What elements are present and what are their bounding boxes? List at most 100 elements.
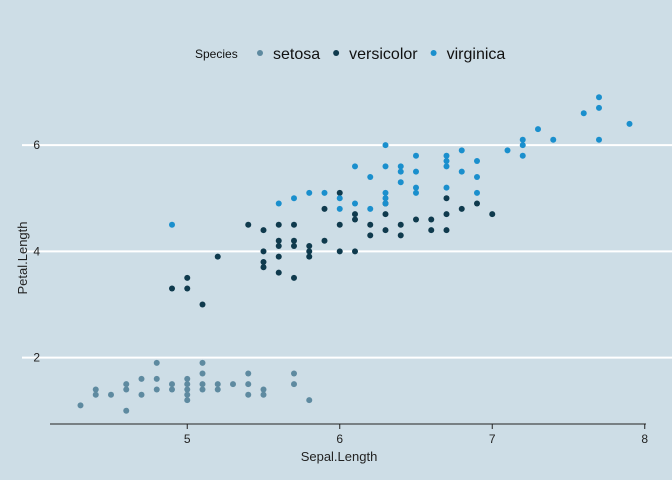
point-setosa (138, 375, 145, 382)
point-setosa (184, 397, 191, 404)
x-tick-label: 8 (641, 432, 648, 446)
point-virginica (367, 205, 374, 212)
point-versicolor (275, 269, 282, 276)
y-axis-title: Petal.Length (15, 221, 30, 294)
point-virginica (397, 163, 404, 170)
point-setosa (92, 391, 99, 398)
point-virginica (535, 126, 541, 133)
point-setosa (306, 397, 313, 404)
point-versicolor (489, 211, 496, 218)
point-setosa (199, 359, 206, 366)
point-versicolor (413, 216, 419, 223)
point-versicolor (214, 253, 221, 260)
point-virginica (596, 104, 602, 111)
point-setosa (245, 381, 252, 388)
point-versicolor (306, 243, 313, 250)
point-virginica (474, 189, 480, 196)
point-versicolor (352, 248, 358, 255)
point-versicolor (245, 221, 252, 228)
point-versicolor (382, 211, 389, 218)
point-versicolor (260, 227, 267, 234)
y-tick-label: 6 (33, 138, 40, 152)
point-versicolor (397, 221, 404, 228)
point-setosa (108, 391, 114, 398)
point-versicolor (321, 237, 328, 244)
legend-label-versicolor: versicolor (349, 46, 418, 63)
point-virginica (321, 189, 328, 196)
point-virginica (443, 158, 450, 165)
point-virginica (367, 173, 374, 180)
point-versicolor (336, 189, 343, 196)
legend-key-versicolor (333, 50, 340, 56)
point-virginica (397, 179, 404, 186)
point-versicolor (260, 264, 267, 271)
point-versicolor (458, 205, 465, 212)
point-versicolor (306, 248, 313, 255)
point-versicolor (367, 232, 374, 239)
point-virginica (306, 189, 313, 196)
point-virginica (169, 221, 175, 228)
point-setosa (169, 381, 175, 388)
point-virginica (596, 94, 602, 101)
point-versicolor (428, 227, 435, 234)
point-setosa (92, 386, 99, 393)
point-setosa (291, 381, 297, 388)
point-versicolor (336, 221, 343, 228)
point-versicolor (169, 285, 175, 292)
point-setosa (184, 375, 191, 382)
point-versicolor (352, 216, 358, 223)
point-versicolor (260, 258, 267, 265)
y-tick-label: 4 (33, 244, 40, 258)
point-setosa (260, 386, 267, 393)
point-virginica (458, 147, 465, 154)
point-setosa (199, 370, 206, 377)
point-virginica (336, 205, 343, 212)
point-versicolor (291, 237, 297, 244)
legend: Species setosa versicolor virginica (195, 46, 505, 63)
point-setosa (184, 391, 191, 398)
x-tick-label: 6 (336, 432, 343, 446)
point-versicolor (443, 227, 450, 234)
point-setosa (123, 407, 130, 414)
point-versicolor (184, 285, 191, 292)
point-virginica (519, 136, 526, 143)
point-virginica (458, 168, 465, 175)
point-virginica (275, 200, 282, 207)
point-virginica (397, 168, 404, 175)
point-virginica (382, 163, 389, 170)
point-versicolor (184, 274, 191, 281)
point-versicolor (291, 274, 297, 281)
point-virginica (580, 110, 587, 117)
point-versicolor (275, 243, 282, 250)
point-versicolor (397, 232, 404, 239)
point-virginica (626, 120, 633, 127)
point-virginica (474, 158, 480, 165)
legend-key-virginica (430, 50, 437, 56)
point-versicolor (275, 221, 282, 228)
point-setosa (169, 386, 175, 393)
point-virginica (519, 142, 526, 149)
point-setosa (77, 402, 84, 409)
y-tick-label: 2 (33, 351, 40, 365)
point-setosa (153, 359, 160, 366)
point-virginica (291, 195, 297, 202)
point-versicolor (428, 216, 435, 223)
point-versicolor (321, 205, 328, 212)
point-virginica (596, 136, 602, 143)
point-versicolor (367, 221, 374, 228)
point-virginica (413, 168, 419, 175)
point-virginica (382, 195, 389, 202)
legend-label-virginica: virginica (447, 46, 506, 63)
gridlines (22, 144, 672, 359)
point-virginica (504, 147, 511, 154)
point-versicolor (199, 301, 206, 308)
point-virginica (382, 200, 389, 207)
point-setosa (199, 381, 206, 388)
point-setosa (153, 375, 160, 382)
point-versicolor (275, 253, 282, 260)
data-points (77, 94, 633, 414)
point-virginica (443, 184, 450, 191)
point-virginica (413, 152, 419, 159)
point-setosa (260, 391, 267, 398)
